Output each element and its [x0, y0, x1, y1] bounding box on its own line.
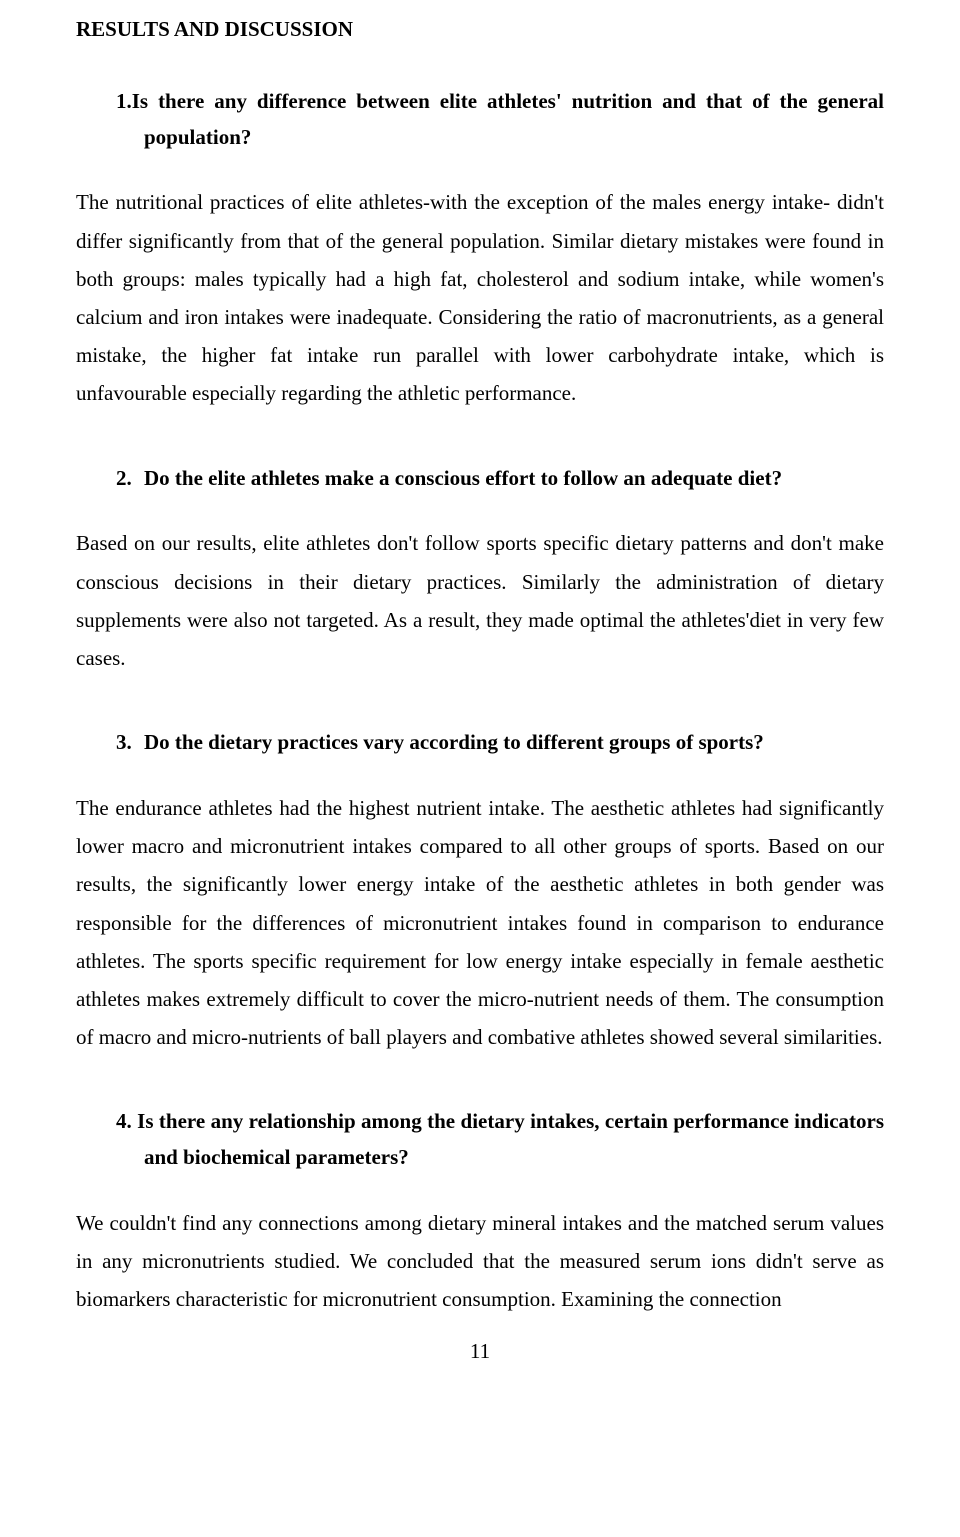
paragraph-3: The endurance athletes had the highest n… — [76, 789, 884, 1057]
paragraph-4: We couldn't find any connections among d… — [76, 1204, 884, 1319]
question-2-text: Do the elite athletes make a conscious e… — [144, 466, 782, 490]
section-heading: RESULTS AND DISCUSSION — [76, 17, 884, 42]
question-3-text: Do the dietary practices vary according … — [144, 730, 764, 754]
question-1-number: 1. — [116, 89, 132, 113]
question-4-text: Is there any relationship among the diet… — [137, 1109, 884, 1169]
question-4: 4. Is there any relationship among the d… — [76, 1104, 884, 1175]
question-1: 1.Is there any difference between elite … — [76, 84, 884, 155]
question-1-text: Is there any difference between elite at… — [132, 89, 884, 149]
document-page: RESULTS AND DISCUSSION 1.Is there any di… — [0, 0, 960, 1394]
question-2-number: 2. — [116, 461, 144, 497]
paragraph-1: The nutritional practices of elite athle… — [76, 183, 884, 412]
question-4-number: 4. — [116, 1109, 132, 1133]
question-3-number: 3. — [116, 725, 144, 761]
question-3: 3.Do the dietary practices vary accordin… — [76, 725, 884, 761]
page-number: 11 — [76, 1339, 884, 1364]
paragraph-2: Based on our results, elite athletes don… — [76, 524, 884, 677]
question-2: 2.Do the elite athletes make a conscious… — [76, 461, 884, 497]
